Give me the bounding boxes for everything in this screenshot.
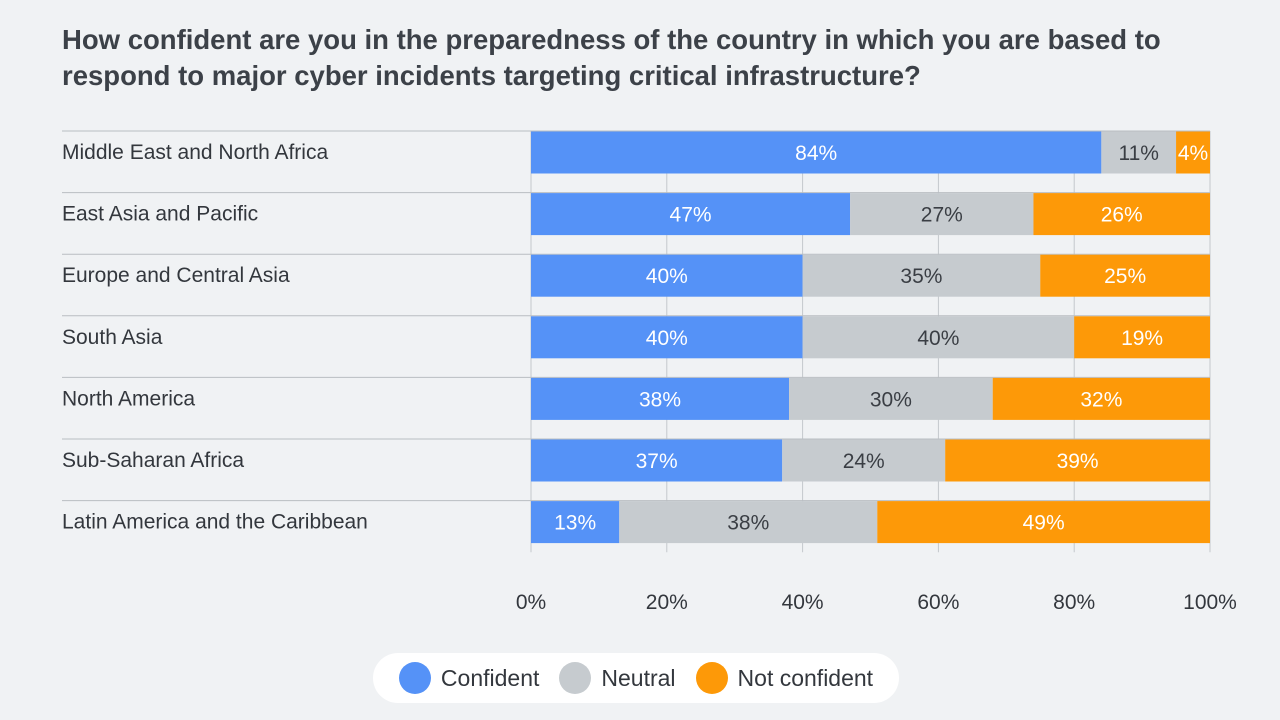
data-label: 24%	[843, 450, 885, 473]
data-label: 39%	[1057, 450, 1099, 473]
bar-segment	[782, 439, 946, 482]
category-label: East Asia and Pacific	[62, 203, 258, 226]
data-label: 84%	[795, 142, 837, 165]
bar-segment	[850, 193, 1034, 236]
data-label: 11%	[1118, 142, 1158, 165]
row-labels: Middle East and North Africa East Asia an…	[62, 141, 368, 534]
x-axis-ticks: 0% 20% 40% 60% 80% 100%	[516, 591, 1237, 614]
x-tick-label: 20%	[646, 591, 688, 614]
category-label: North America	[62, 387, 195, 410]
legend-item: Confident	[398, 662, 540, 694]
category-label: Sub-Saharan Africa	[62, 449, 244, 472]
legend-item: Not confident	[695, 662, 874, 694]
data-label: 49%	[1023, 512, 1065, 535]
bar-segment	[992, 377, 1210, 420]
x-tick-label: 80%	[1053, 591, 1095, 614]
category-label: Latin America and the Caribbean	[62, 511, 368, 534]
x-tick-label: 60%	[917, 591, 959, 614]
legend-item: Neutral	[559, 662, 676, 694]
data-label: 27%	[921, 204, 963, 227]
bar-segment	[802, 316, 1075, 359]
legend-label: Not confident	[737, 664, 874, 691]
bar-segment	[619, 501, 878, 544]
bar-segment	[1176, 131, 1210, 174]
bar-segment	[531, 501, 620, 544]
category-label: South Asia	[62, 326, 163, 349]
legend: Confident Neutral Not confident	[373, 653, 899, 703]
bar-segment	[531, 254, 803, 297]
bar-segment	[531, 377, 790, 420]
bar-segment	[877, 501, 1210, 544]
bar-segment	[531, 439, 783, 482]
data-label: 4%	[1178, 142, 1208, 165]
data-label: 38%	[639, 388, 681, 411]
bar-segment	[531, 131, 1102, 174]
data-label: 40%	[917, 327, 959, 350]
bar-segment	[531, 316, 803, 359]
data-label: 47%	[670, 204, 712, 227]
data-label: 25%	[1104, 265, 1146, 288]
data-label: 40%	[646, 327, 688, 350]
data-label: 30%	[870, 388, 912, 411]
data-label: 26%	[1101, 204, 1143, 227]
data-label: 13%	[554, 512, 596, 535]
data-label: 32%	[1080, 388, 1122, 411]
x-tick-label: 0%	[516, 591, 546, 614]
legend-label: Confident	[440, 664, 540, 691]
data-label: 40%	[646, 265, 688, 288]
bar-segment	[1074, 316, 1210, 359]
data-label: 35%	[900, 265, 942, 288]
bar-segment	[945, 439, 1210, 482]
category-label: Middle East and North Africa	[62, 141, 328, 164]
bar-segment	[1101, 131, 1177, 174]
legend-label: Neutral	[601, 664, 676, 691]
bar-segment	[802, 254, 1041, 297]
legend-swatch	[559, 662, 592, 694]
bars: 84% 11% 4% 47% 27% 26% 40% 35% 25% 40% 40% 19% 38% 30…	[531, 131, 1210, 544]
row-separators	[62, 130, 1210, 502]
legend-swatch	[695, 662, 728, 694]
bar-segment	[789, 377, 993, 420]
chart-title: How confident are you in the preparednes…	[62, 24, 1161, 91]
legend-swatch	[398, 662, 431, 694]
data-label: 38%	[727, 512, 769, 535]
data-label: 37%	[636, 450, 678, 473]
bar-segment	[531, 193, 851, 236]
data-label: 19%	[1121, 327, 1163, 350]
bar-segment	[1033, 193, 1210, 236]
x-tick-label: 100%	[1183, 591, 1237, 614]
x-tick-label: 40%	[782, 591, 824, 614]
category-label: Europe and Central Asia	[62, 264, 290, 287]
bar-segment	[1040, 254, 1210, 297]
